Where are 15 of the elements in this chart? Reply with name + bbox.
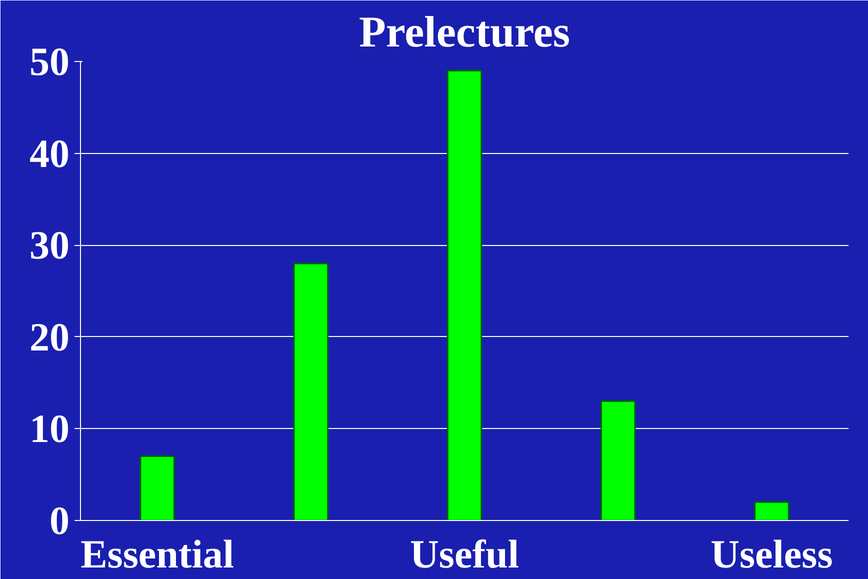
y-tick-label: 20 xyxy=(30,314,70,360)
bar xyxy=(600,400,636,520)
y-tick-label: 30 xyxy=(30,222,70,268)
y-tick-label: 10 xyxy=(30,406,70,452)
x-tick-label: Useless xyxy=(710,532,833,576)
x-tick-label: Useful xyxy=(410,532,519,576)
bar xyxy=(293,262,329,520)
bar xyxy=(446,70,482,520)
y-tick-label: 0 xyxy=(50,498,70,543)
chart-title: Prelectures xyxy=(359,8,570,56)
y-tick-label: 50 xyxy=(30,39,70,84)
x-tick-label: Essential xyxy=(80,532,234,576)
y-tick-label: 40 xyxy=(30,130,70,176)
bar xyxy=(140,455,175,520)
bar xyxy=(754,501,790,520)
